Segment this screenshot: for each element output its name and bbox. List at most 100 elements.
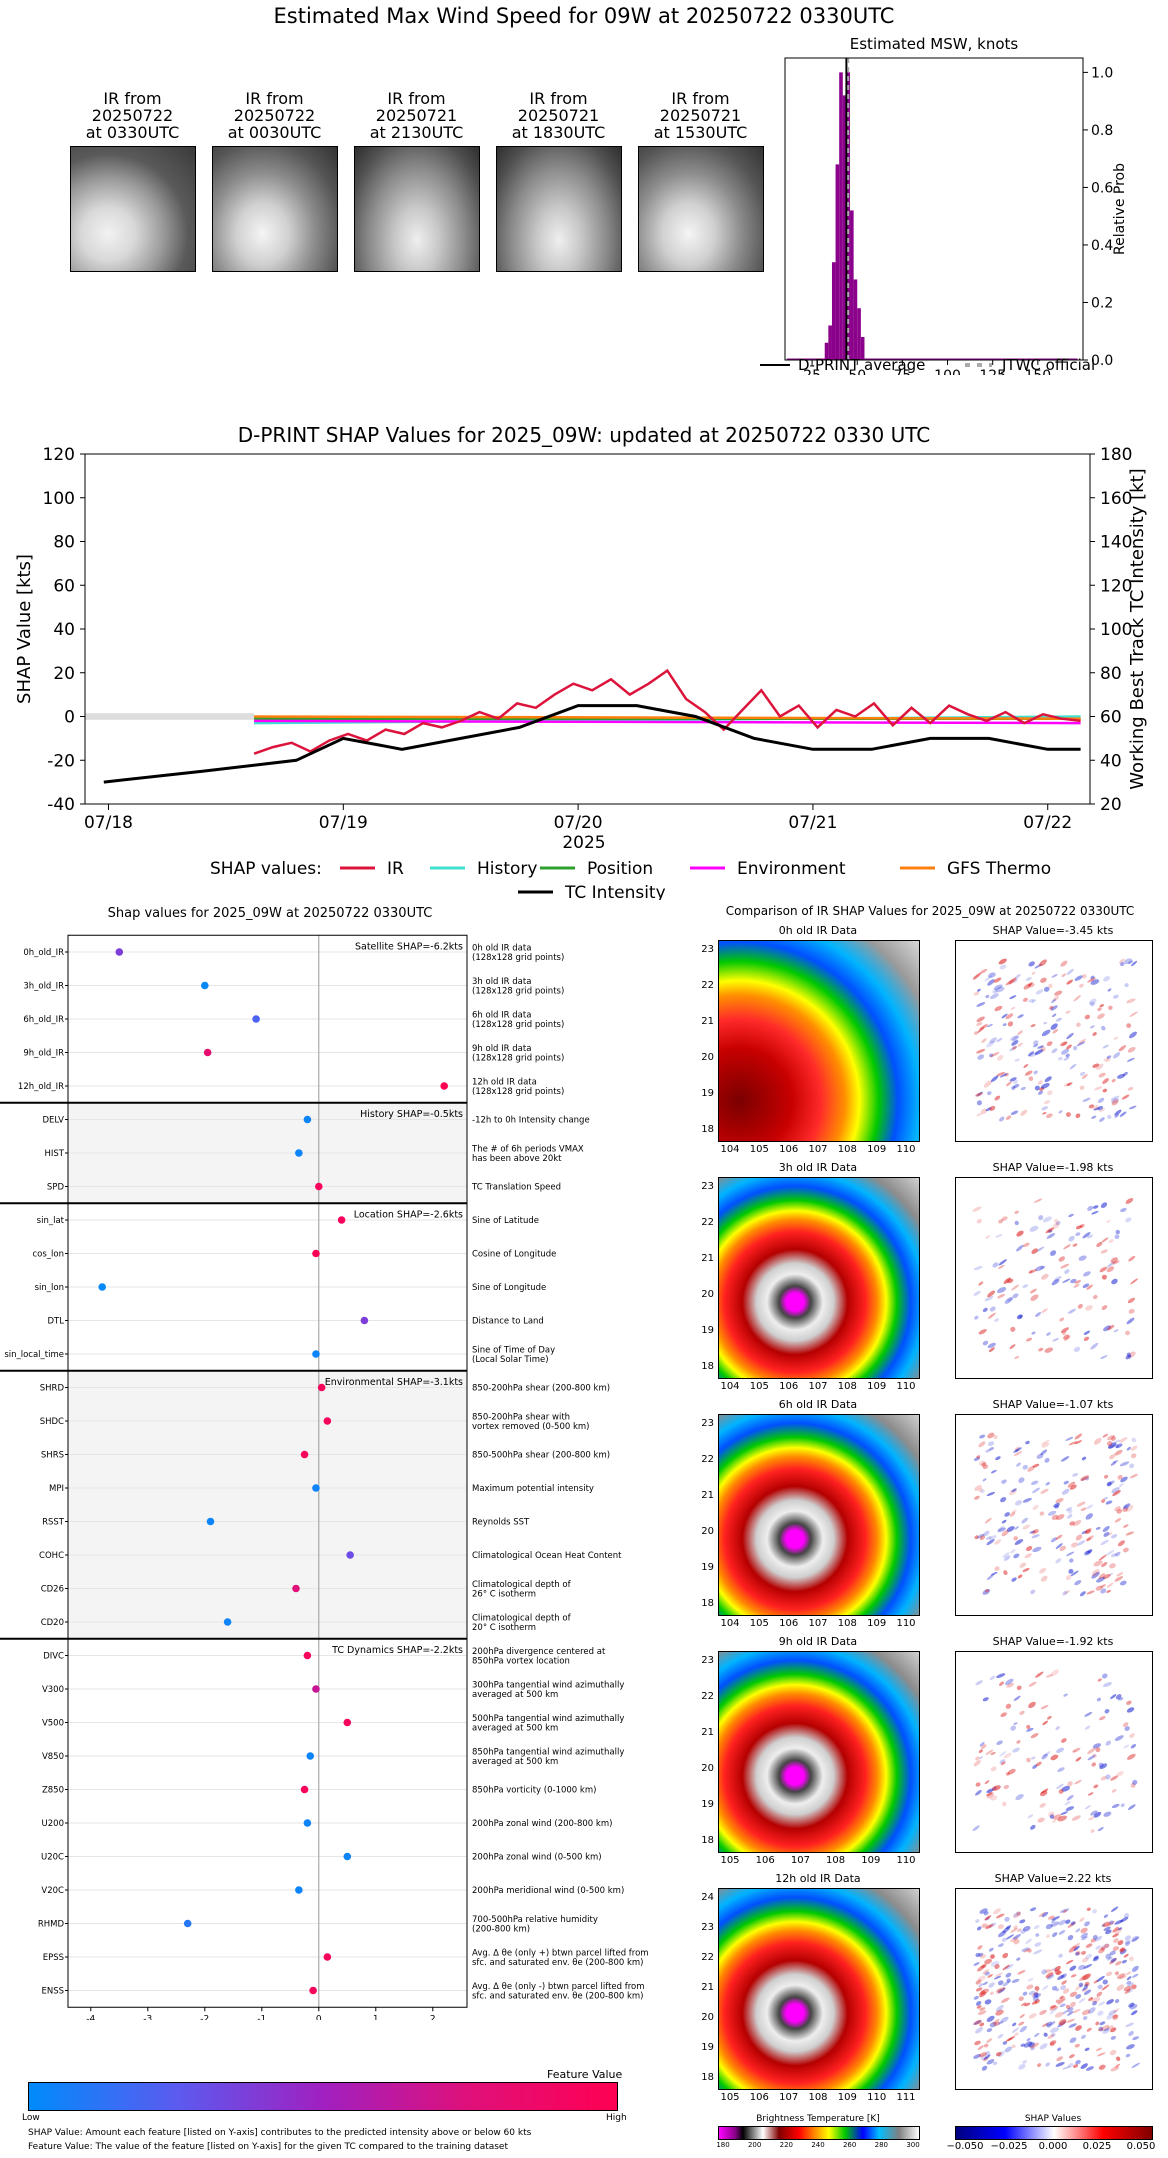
shap-speckle-blob <box>1074 1433 1083 1440</box>
legend-official-label: JTWC official <box>1001 356 1095 374</box>
shap-speckle-blob <box>987 1432 995 1439</box>
ir-panel-ytick: 22 <box>701 980 714 991</box>
shap-speckle-blob <box>1100 1249 1108 1254</box>
shap-speckle-blob <box>1069 1965 1077 1971</box>
shap-speckle-blob <box>1067 1921 1076 1928</box>
shap-speckle-blob <box>1081 1530 1088 1535</box>
shap-speckle-blob <box>1102 1433 1109 1438</box>
ts-y2tick-label: 160 <box>1100 489 1132 509</box>
hist-bar <box>850 210 854 360</box>
shap-speckle-blob <box>1016 1685 1022 1691</box>
shap-speckle-blob <box>993 1908 1001 1915</box>
shap-speckle-blob <box>983 1530 990 1537</box>
shap-speckle-blob <box>1087 1549 1093 1554</box>
shap-speckle-blob <box>1028 1270 1033 1274</box>
shap-speckle-blob <box>999 1073 1008 1078</box>
feature-shap-dot <box>323 1953 332 1961</box>
shap-speckle-blob <box>1092 1753 1097 1759</box>
shap-speckle-blob <box>1124 1988 1131 1994</box>
shap-speckle-blob <box>986 2038 993 2043</box>
shap-speckle-blob <box>972 1206 982 1212</box>
shap-speckle-blob <box>1075 1756 1082 1762</box>
feature-description: 850hPa vorticity (0-1000 km) <box>472 1786 596 1796</box>
shap-speckle-blob <box>1098 1097 1105 1103</box>
shap-speckle-blob <box>1038 1090 1044 1095</box>
shap-speckle-blob <box>1050 1250 1057 1256</box>
shap-speckle-blob <box>989 2021 997 2028</box>
shap-speckle-blob <box>1059 1995 1064 2000</box>
shap-speckle-blob <box>1067 1781 1073 1787</box>
shap-speckle-blob <box>1005 979 1014 986</box>
shap-speckle-blob <box>1090 1829 1095 1833</box>
shap-speckle-blob <box>977 1054 985 1060</box>
shap-speckle-blob <box>1101 1499 1106 1503</box>
shap-speckle-blob <box>1098 2064 1106 2070</box>
feature-shap-dot <box>343 1852 352 1861</box>
shap-speckle-blob <box>1012 978 1018 983</box>
feature-description: sfc. and saturated env. θe (200-800 km) <box>472 1991 644 2001</box>
ir-panel-xtick: 110 <box>896 1855 916 1866</box>
shap-speckle-blob <box>986 1040 995 1048</box>
shap-speckle-blob <box>1095 2021 1100 2026</box>
shap-speckle-blob <box>1081 1477 1086 1481</box>
shap-speckle-blob <box>1036 1453 1044 1459</box>
feature-description: Distance to Land <box>472 1317 544 1327</box>
shap-speckle-blob <box>1101 1943 1110 1950</box>
shap-speckle-blob <box>1083 1271 1091 1277</box>
shap-speckle-blob <box>995 1972 1003 1977</box>
ts-y2tick-label: 40 <box>1100 751 1122 771</box>
shap-timeseries-chart: D-PRINT SHAP Values for 2025_09W: update… <box>14 423 1148 900</box>
ir-panel-ytick: 19 <box>701 1799 714 1810</box>
shap-speckle-blob <box>1101 1984 1110 1991</box>
shap-speckle-blob <box>1055 1534 1063 1540</box>
shap-speckle-blob <box>985 1749 994 1755</box>
shap-speckle-blob <box>1012 1046 1017 1050</box>
shap-speckle-blob <box>1014 1058 1020 1062</box>
shap-speckle-blob <box>1080 2063 1088 2070</box>
shap-speckle-blob <box>1114 1109 1122 1116</box>
shap-speckle-blob <box>979 1908 988 1914</box>
bt-colorbar-label: Brightness Temperature [K] <box>756 2114 880 2124</box>
shap-speckle-blob <box>1028 983 1035 988</box>
ir-panel-title: 3h old IR Data <box>778 1161 858 1174</box>
shap-speckle-blob <box>1001 1530 1009 1537</box>
shap-speckle-blob <box>979 1535 986 1541</box>
shap-speckle-blob <box>996 1740 1003 1746</box>
hist-bar <box>846 72 851 360</box>
feature-description: Climatological Ocean Heat Content <box>472 1551 622 1561</box>
shap-speckle-blob <box>1130 1744 1137 1749</box>
shap-speckle-blob <box>1103 1914 1109 1918</box>
shap-speckle-blob <box>1126 1446 1131 1451</box>
shap-speckle-blob <box>1108 1239 1114 1244</box>
shap-speckle-blob <box>1026 1984 1034 1990</box>
shap-speckle-blob <box>1105 1929 1112 1935</box>
feature-xtick-label: 1 <box>373 2014 379 2020</box>
shap-speckle-blob <box>1128 1255 1136 1262</box>
shap-speckle-blob <box>1042 1216 1052 1223</box>
shap-speckle-blob <box>1103 1325 1112 1332</box>
shap-speckle-blob <box>1107 1480 1115 1486</box>
shap-speckle-blob <box>1015 1245 1024 1252</box>
ir-panel-ytick: 23 <box>701 1418 714 1429</box>
shap-speckle-blob <box>974 1315 979 1320</box>
shap-speckle-blob <box>1001 1479 1007 1484</box>
shap-speckle-blob <box>1010 1936 1019 1943</box>
ir-panel-image <box>718 1651 920 1853</box>
shap-speckle-blob <box>1023 2041 1032 2048</box>
ir-panel-image <box>718 1177 920 1379</box>
shap-speckle-blob <box>1033 1070 1038 1075</box>
shap-speckle-blob <box>1041 1308 1048 1313</box>
shap-speckle-blob <box>1044 986 1050 992</box>
shap-speckle-blob <box>1003 1570 1008 1575</box>
shap-speckle-blob <box>1076 1022 1081 1027</box>
ts-y2label: Working Best Track TC Intensity [kt] <box>1127 468 1148 789</box>
shap-speckle-blob <box>1125 1504 1134 1512</box>
shap-speckle-blob <box>1101 1562 1108 1568</box>
shap-speckle-blob <box>1045 2021 1053 2027</box>
ir-panel-xtick: 106 <box>779 1618 799 1629</box>
shap-speckle-blob <box>1061 1738 1067 1743</box>
shap-speckle-blob <box>1092 2000 1098 2006</box>
shap-speckle-blob <box>1039 1266 1046 1270</box>
ts-y2tick-label: 20 <box>1100 795 1122 815</box>
shap-speckle-blob <box>1099 2021 1106 2026</box>
